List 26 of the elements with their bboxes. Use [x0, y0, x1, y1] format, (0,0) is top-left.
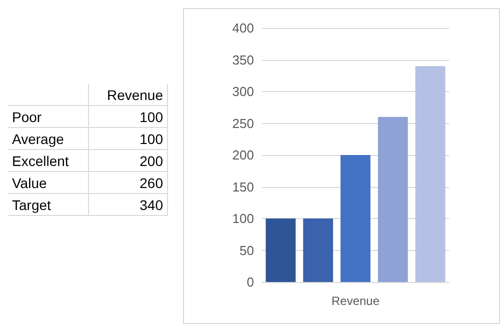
data-label: 100 — [88, 106, 168, 128]
data-label: 200 — [88, 150, 168, 172]
data-label: 100 — [88, 128, 168, 150]
data-label: 340 — [88, 194, 168, 216]
y-tick-label: 50 — [240, 242, 254, 258]
bar — [303, 218, 334, 282]
bar — [266, 218, 296, 282]
y-tick-label: 150 — [232, 179, 254, 194]
text: Revenue — [88, 84, 168, 106]
x-axis-title: Revenue — [331, 294, 380, 308]
y-tick-label: 250 — [232, 116, 254, 131]
category-label: Value — [8, 172, 88, 194]
data-label: 260 — [88, 172, 168, 194]
bar — [340, 155, 370, 282]
y-tick-label: 200 — [232, 148, 254, 162]
category-label: Poor — [8, 106, 88, 128]
category-label: Target — [8, 194, 88, 216]
category-label: Excellent — [8, 150, 88, 172]
y-tick-label: 0 — [246, 274, 254, 290]
y-tick-label: 350 — [232, 52, 254, 68]
category-label: Average — [8, 128, 88, 150]
bar — [415, 66, 446, 282]
y-tick-label: 300 — [232, 84, 254, 99]
bar — [378, 116, 408, 282]
y-tick-label: 400 — [232, 20, 254, 36]
y-tick-label: 100 — [232, 211, 254, 226]
